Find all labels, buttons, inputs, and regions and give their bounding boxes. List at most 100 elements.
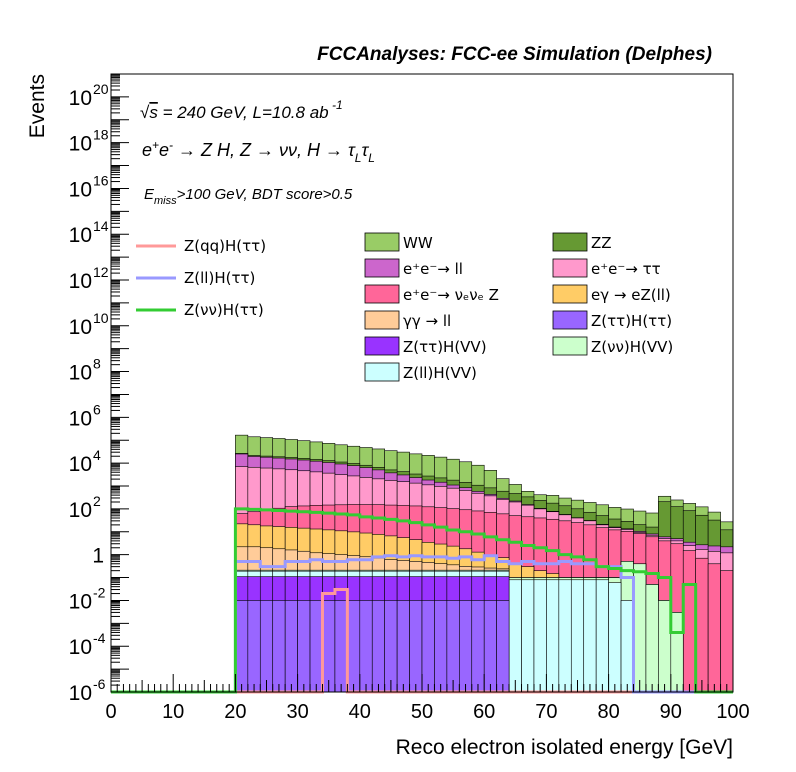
x-tick-label: 40	[349, 701, 371, 723]
bar-e-e-z	[707, 563, 721, 693]
legend-swatch-zz	[552, 232, 588, 252]
bar-z-h	[309, 600, 323, 693]
legend-label-eell: e⁺e⁻→ ll	[403, 260, 463, 278]
x-tick-label: 60	[473, 701, 495, 723]
svg-text:√s = 240 GeV, L=10.8 ab -1: √s = 240 GeV, L=10.8 ab -1	[140, 98, 343, 122]
bar-e-e-z	[682, 550, 696, 693]
x-tick-label: 10	[162, 701, 184, 723]
bar-z-ll-h-vv	[558, 579, 572, 693]
legend-label-ztthtt: Z(ττ)H(ττ)	[591, 312, 672, 330]
bar-z-h	[483, 600, 497, 693]
bar-z-ll-h-vv	[570, 579, 585, 693]
x-tick-label: 80	[597, 701, 619, 723]
bar-z-h	[471, 600, 485, 693]
x-tick-label: 90	[660, 701, 682, 723]
legend-swatch-egamma	[552, 284, 588, 304]
bar-z-ll-h-vv	[533, 579, 547, 693]
legend-label-zllhvv: Z(ll)H(VV)	[403, 364, 477, 382]
bar-z-h-vv	[645, 584, 659, 693]
y-tick-exponent: 4	[93, 447, 101, 463]
bar-z-ll-h-vv	[595, 579, 609, 693]
bar-z-h	[396, 600, 410, 693]
y-tick-label: 10	[69, 590, 92, 613]
y-tick-exponent: 18	[93, 127, 109, 143]
y-tick-label: 10	[69, 362, 92, 385]
legend-swatch-zllhvv	[364, 362, 400, 382]
y-tick-exponent: 8	[93, 356, 101, 372]
y-tick-exponent: 10	[93, 310, 109, 326]
x-tick-label: 100	[716, 701, 749, 723]
bar-z-h	[384, 600, 398, 693]
y-tick-label: 10	[69, 316, 92, 339]
y-tick-exponent: 6	[93, 401, 101, 417]
y-tick-exponent: 12	[93, 264, 109, 280]
legend-swatch-gammagamma	[364, 310, 400, 330]
bar-z-ll-h-vv	[521, 579, 535, 693]
bar-z-h	[434, 600, 448, 693]
y-tick-label: 1	[92, 545, 104, 568]
legend-label-zz: ZZ	[591, 234, 612, 252]
x-tick-label: 50	[411, 701, 433, 723]
legend-label-zqq: Z(qq)H(ττ)	[184, 237, 266, 255]
y-axis-label: Events	[26, 74, 49, 138]
y-tick-exponent: -2	[93, 584, 106, 600]
x-axis: 0 10 20 30 40 50 60 70 80 90 100	[105, 674, 750, 723]
y-tick-label: 10	[69, 87, 92, 110]
legend-swatch-eennz	[364, 284, 400, 304]
y-tick-label: 10	[69, 270, 92, 293]
y-tick-exponent: 16	[93, 172, 109, 188]
y-tick-exponent: -4	[93, 630, 106, 646]
bar-z-h	[347, 600, 361, 693]
y-tick-exponent: -6	[93, 676, 106, 692]
x-tick-label: 70	[535, 701, 557, 723]
bar-z-ll-h-vv	[620, 600, 634, 693]
bar-z-h	[421, 600, 435, 693]
stack-z-h	[235, 600, 510, 693]
bar-z-h	[459, 600, 473, 693]
legend-label-znnhvv: Z(νν)H(VV)	[591, 338, 673, 356]
bar-z-h	[446, 600, 460, 693]
annotation-process: e+e- → Z H, Z → νν, H → τLτL	[142, 138, 375, 165]
legend-label-znn: Z(νν)H(ττ)	[184, 301, 264, 319]
y-tick-exponent: 20	[93, 81, 109, 97]
x-tick-label: 30	[286, 701, 308, 723]
svg-text:Emiss>100 GeV, BDT score>0.5: Emiss>100 GeV, BDT score>0.5	[144, 186, 353, 207]
bar-z-h	[259, 600, 274, 693]
legend-label-egamma: eγ → eZ(ll)	[591, 286, 671, 304]
legend-swatch-znnhvv	[552, 336, 588, 356]
y-tick-label: 10	[69, 224, 92, 247]
legend-label-ztthvv: Z(ττ)H(VV)	[403, 338, 487, 356]
bar-z-h	[359, 600, 373, 693]
bar-z-h-vv	[658, 600, 672, 693]
y-tick-exponent: 14	[93, 218, 109, 234]
legend-signal: Z(qq)H(ττ) Z(ll)H(ττ) Z(νν)H(ττ)	[136, 237, 266, 319]
legend-swatch-ww	[364, 232, 400, 252]
y-tick-label: 10	[69, 178, 92, 201]
bar-z-h	[371, 600, 385, 693]
bar-z-ll-h-vv	[546, 579, 560, 693]
bar-z-h	[496, 600, 510, 693]
x-axis-label: Reco electron isolated energy [GeV]	[396, 736, 733, 759]
bar-z-h	[247, 600, 261, 693]
bar-z-ll-h-vv	[508, 579, 522, 693]
legend-label-eennz: e⁺e⁻→ νₑνₑ Z	[403, 286, 499, 304]
bar-z-h	[235, 600, 249, 693]
bar-z-h-vv	[633, 563, 647, 693]
bar-z-ll-h-vv	[583, 579, 597, 693]
bar-z-h-vv	[670, 612, 684, 693]
y-tick-label: 10	[69, 636, 92, 659]
bar-z-h	[334, 600, 348, 693]
y-tick-label: 10	[69, 682, 92, 705]
legend-swatch-eetautau	[552, 258, 588, 278]
y-tick-label: 10	[69, 407, 92, 430]
signal-z-h	[111, 507, 733, 694]
legend-stack: WW ZZ e⁺e⁻→ ll e⁺e⁻→ ττ e⁺e⁻→ νₑνₑ Z eγ …	[364, 232, 673, 382]
y-tick-label: 10	[69, 453, 92, 476]
bar-z-h	[322, 600, 336, 693]
x-tick-label: 0	[105, 701, 116, 723]
legend-swatch-ztthvv	[364, 336, 400, 356]
legend-label-zll: Z(ll)H(ττ)	[184, 269, 255, 287]
legend-swatch-eell	[364, 258, 400, 278]
